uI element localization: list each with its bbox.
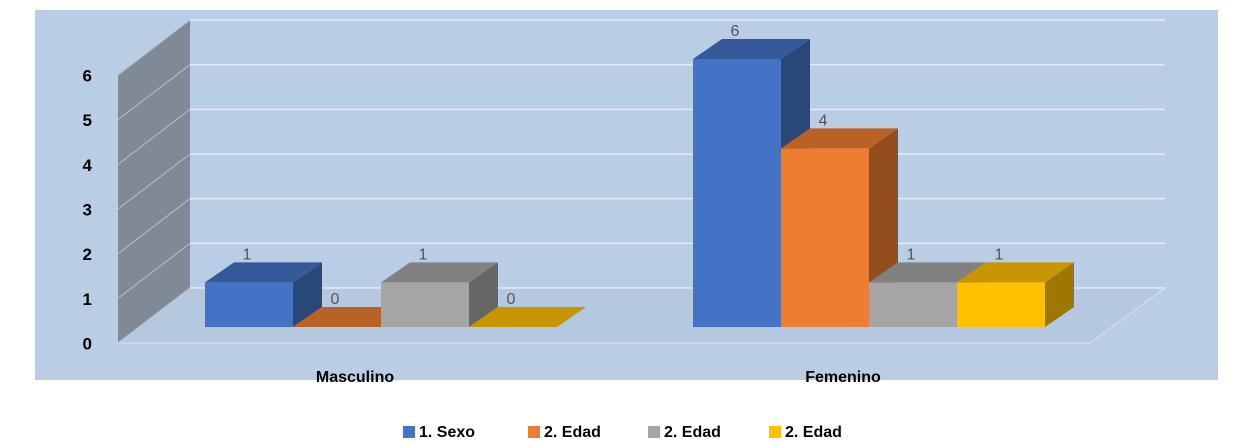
legend-label: 2. Edad bbox=[544, 424, 601, 441]
wall-grid-line bbox=[117, 198, 191, 255]
bar-top bbox=[381, 262, 498, 283]
y-tick-label: 5 bbox=[83, 111, 92, 130]
wall-grid-line bbox=[117, 287, 191, 344]
legend-label: 2. Edad bbox=[664, 424, 721, 441]
data-label: 1 bbox=[995, 247, 1004, 264]
bar-top bbox=[293, 307, 410, 327]
legend-label: 2. Edad bbox=[785, 424, 842, 441]
wall-grid-line bbox=[117, 242, 191, 299]
bar-side bbox=[293, 262, 322, 327]
bar bbox=[957, 282, 1045, 327]
x-tick-label: Masculino bbox=[316, 369, 394, 386]
bar-side bbox=[469, 262, 498, 327]
data-label: 0 bbox=[507, 291, 516, 308]
legend-swatch bbox=[403, 426, 415, 438]
bar bbox=[781, 148, 869, 327]
wall-grid-line bbox=[117, 19, 191, 76]
wall-grid-line bbox=[117, 64, 191, 121]
data-label: 6 bbox=[731, 23, 740, 40]
bar bbox=[381, 282, 469, 327]
data-label: 4 bbox=[819, 113, 828, 130]
bar-top bbox=[957, 262, 1074, 283]
plot: 0 1 2 3 4 5 6 Masculino Femenino 1 0 1 0 6 4 1 1 1. Sexo 2… bbox=[83, 19, 1165, 441]
y-tick-label: 0 bbox=[83, 334, 92, 353]
wall-grid-line bbox=[117, 153, 191, 210]
bar-top bbox=[693, 39, 810, 59]
legend-swatch bbox=[648, 426, 660, 438]
legend-label: 1. Sexo bbox=[419, 424, 475, 441]
bar-top bbox=[205, 262, 322, 283]
data-label: 1 bbox=[907, 247, 916, 264]
bar-side bbox=[1045, 262, 1074, 327]
wall-grid-line bbox=[117, 108, 191, 165]
x-tick-label: Femenino bbox=[805, 369, 881, 386]
bar-top bbox=[869, 262, 986, 283]
bar-top bbox=[781, 128, 898, 149]
y-tick-label: 6 bbox=[83, 66, 92, 85]
y-tick-label: 1 bbox=[83, 290, 92, 309]
data-label: 0 bbox=[331, 291, 340, 308]
y-tick-label: 4 bbox=[83, 156, 93, 175]
bar bbox=[869, 282, 957, 327]
y-tick-label: 2 bbox=[83, 245, 92, 264]
data-label: 1 bbox=[243, 247, 252, 264]
y-tick-label: 3 bbox=[83, 200, 92, 219]
bar-top bbox=[469, 307, 586, 327]
bar bbox=[205, 282, 293, 327]
bar bbox=[693, 59, 781, 327]
legend-swatch bbox=[769, 426, 781, 438]
data-label: 1 bbox=[419, 247, 428, 264]
legend-swatch bbox=[528, 426, 540, 438]
